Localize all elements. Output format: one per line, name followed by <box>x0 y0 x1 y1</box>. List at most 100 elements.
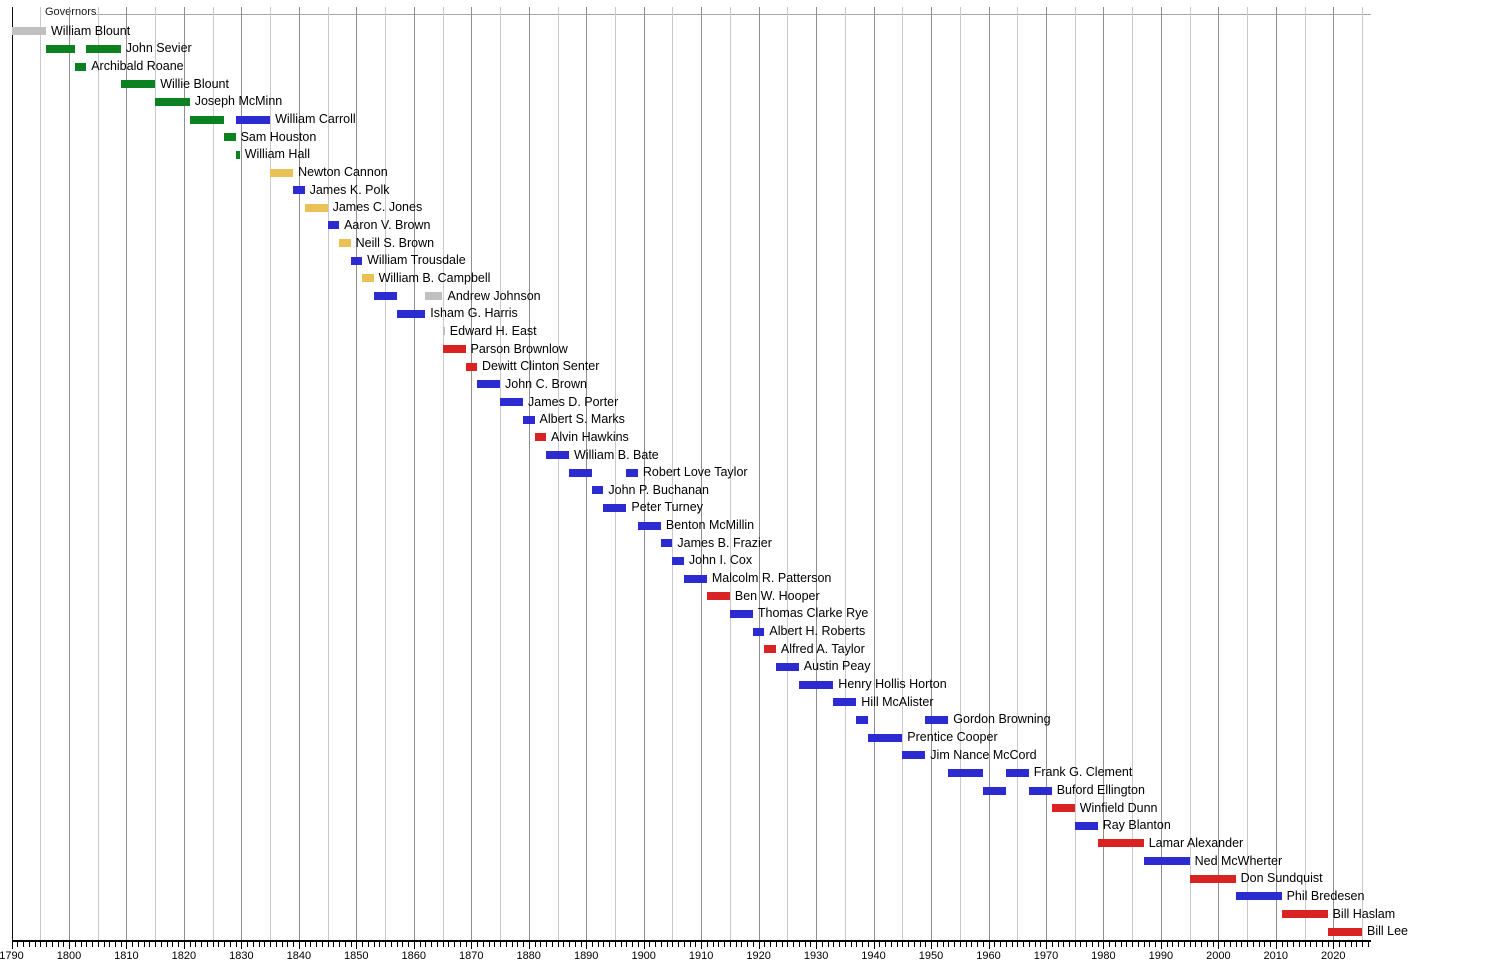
governor-term-bar <box>350 256 363 265</box>
governor-name-label: Edward H. East <box>449 323 537 338</box>
governor-name-label: Willie Blount <box>160 76 229 91</box>
axis-minor-tick <box>1005 942 1007 947</box>
axis-minor-tick <box>908 942 909 947</box>
axis-major-tick <box>873 942 875 949</box>
axis-minor-tick <box>436 942 438 947</box>
axis-year-label: 2010 <box>1263 950 1289 962</box>
governor-term-bar <box>775 662 799 671</box>
axis-minor-tick <box>793 942 795 947</box>
axis-minor-tick <box>1074 942 1076 947</box>
axis-minor-tick <box>339 942 341 947</box>
axis-minor-tick <box>1367 942 1369 947</box>
axis-minor-tick <box>563 942 565 947</box>
governor-name-label: Andrew Johnson <box>447 288 541 303</box>
axis-minor-tick <box>1114 942 1116 947</box>
axis-minor-tick <box>626 942 628 947</box>
axis-year-label: 1880 <box>516 950 541 962</box>
axis-minor-tick <box>839 942 841 947</box>
axis-minor-tick <box>1120 942 1122 947</box>
axis-minor-tick <box>609 942 611 947</box>
axis-minor-tick <box>672 942 674 947</box>
axis-minor-tick <box>379 942 381 947</box>
axis-year-label: 1840 <box>286 950 312 962</box>
axis-year-label: 1860 <box>401 950 427 962</box>
axis-minor-tick <box>166 942 168 947</box>
gridline-year-1880 <box>528 7 530 940</box>
governor-term-bar <box>1281 910 1328 919</box>
gridline-year-1985 <box>1132 7 1134 940</box>
gridline-year-2005 <box>1247 7 1249 940</box>
governor-name-label: William Trousdale <box>367 253 466 268</box>
governor-name-label: Jim Nance McCord <box>930 747 1037 762</box>
gridline-year-1855 <box>385 7 387 940</box>
governor-name-label: John I. Cox <box>688 553 753 568</box>
gridline-year-1945 <box>902 7 904 940</box>
axis-minor-tick <box>373 942 375 947</box>
axis-minor-tick <box>689 942 691 947</box>
axis-minor-tick <box>1327 942 1329 947</box>
governor-term-bar <box>948 768 983 777</box>
axis-minor-tick <box>218 942 220 947</box>
axis-minor-tick <box>1258 942 1260 947</box>
axis-year-label: 1870 <box>459 950 484 962</box>
axis-minor-tick <box>1028 942 1030 947</box>
axis-minor-tick <box>252 942 254 947</box>
governor-term-bar <box>189 115 225 124</box>
governor-term-bar <box>396 309 426 318</box>
axis-minor-tick <box>511 942 513 947</box>
governor-term-bar <box>729 609 753 618</box>
axis-major-tick <box>988 942 990 949</box>
axis-minor-tick <box>925 942 927 947</box>
axis-minor-tick <box>448 942 450 947</box>
axis-major-tick <box>1218 942 1220 949</box>
axis-year-label: 1930 <box>803 950 829 962</box>
axis-minor-tick <box>195 942 197 947</box>
axis-year-label: 1890 <box>573 950 599 962</box>
axis-minor-tick <box>275 942 277 947</box>
axis-minor-tick <box>109 942 111 947</box>
axis-minor-tick <box>149 942 151 947</box>
axis-baseline <box>11 940 1371 942</box>
axis-year-label: 1990 <box>1148 950 1174 962</box>
axis-year-label: 1850 <box>344 950 369 962</box>
gridline-year-1835 <box>270 7 272 940</box>
axis-minor-tick <box>1057 942 1059 947</box>
axis-minor-tick <box>1155 942 1157 947</box>
governor-name-label: Alvin Hawkins <box>551 429 629 444</box>
axis-minor-tick <box>580 942 582 947</box>
governor-term-bar <box>925 715 949 724</box>
axis-minor-tick <box>850 942 852 947</box>
axis-minor-tick <box>1321 942 1323 947</box>
governor-term-bar <box>120 80 156 89</box>
axis-minor-tick <box>523 942 524 947</box>
axis-minor-tick <box>1224 942 1226 947</box>
governor-term-bar <box>856 715 868 724</box>
axis-minor-tick <box>655 942 657 947</box>
gridline-year-1960 <box>988 7 990 940</box>
axis-major-tick <box>241 942 243 949</box>
axis-minor-tick <box>718 942 720 947</box>
axis-minor-tick <box>1293 942 1295 947</box>
governor-name-label: Lamar Alexander <box>1148 835 1244 850</box>
governor-term-bar <box>442 345 466 353</box>
axis-minor-tick <box>1068 942 1070 947</box>
governor-name-label: Malcolm R. Patterson <box>711 571 832 586</box>
axis-minor-tick <box>959 942 961 947</box>
gridline-year-1980 <box>1103 7 1105 940</box>
axis-minor-tick <box>310 942 312 947</box>
axis-minor-tick <box>1304 942 1306 947</box>
governor-term-bar <box>477 380 500 389</box>
gridline-year-1820 <box>183 7 185 940</box>
governor-name-label: Robert Love Taylor <box>642 465 748 480</box>
governor-term-bar <box>1327 927 1363 936</box>
governor-name-label: Sam Houston <box>240 129 317 144</box>
axis-minor-tick <box>155 942 157 947</box>
axis-minor-tick <box>1051 942 1053 947</box>
axis-minor-tick <box>1339 942 1341 947</box>
axis-minor-tick <box>80 942 82 947</box>
gridline-year-1900 <box>643 7 645 940</box>
axis-minor-tick <box>798 942 800 947</box>
axis-minor-tick <box>120 942 122 947</box>
axis-minor-tick <box>224 942 226 947</box>
